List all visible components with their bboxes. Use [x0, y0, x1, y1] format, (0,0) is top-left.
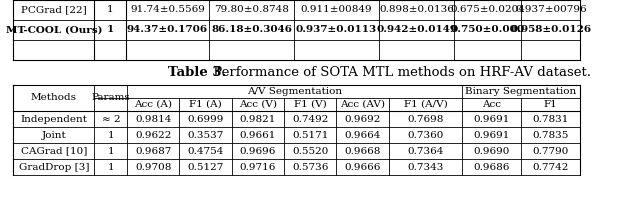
Text: 0.5127: 0.5127 [187, 163, 223, 171]
Text: 0.3537: 0.3537 [187, 130, 223, 140]
Text: 0.7343: 0.7343 [407, 163, 444, 171]
Text: 0.942±0.0149: 0.942±0.0149 [376, 25, 457, 35]
Text: Table 3.: Table 3. [168, 66, 227, 80]
Text: 0.7790: 0.7790 [532, 147, 569, 155]
Text: 0.9687: 0.9687 [135, 147, 172, 155]
Text: Acc: Acc [482, 100, 501, 109]
Text: 0.9814: 0.9814 [135, 114, 172, 124]
Text: 1: 1 [107, 6, 113, 14]
Text: 86.18±0.3046: 86.18±0.3046 [211, 25, 292, 35]
Text: PCGrad [22]: PCGrad [22] [21, 6, 86, 14]
Text: CAGrad [10]: CAGrad [10] [20, 147, 87, 155]
Text: 0.7360: 0.7360 [407, 130, 444, 140]
Text: A/V Segmentation: A/V Segmentation [247, 87, 342, 96]
Text: 1: 1 [108, 163, 114, 171]
Text: Acc (A): Acc (A) [134, 100, 172, 109]
Text: 0.9686: 0.9686 [474, 163, 509, 171]
Text: 0.9716: 0.9716 [240, 163, 276, 171]
Text: 0.7698: 0.7698 [407, 114, 444, 124]
Text: GradDrop [3]: GradDrop [3] [19, 163, 89, 171]
Text: 0.7492: 0.7492 [292, 114, 328, 124]
Text: 0.9691: 0.9691 [474, 130, 509, 140]
Text: 0.898±0.0136: 0.898±0.0136 [379, 6, 454, 14]
Text: 0.9668: 0.9668 [344, 147, 381, 155]
Text: 0.7364: 0.7364 [407, 147, 444, 155]
Text: Acc (V): Acc (V) [239, 100, 277, 109]
Text: 0.911±00849: 0.911±00849 [301, 6, 372, 14]
Text: F1: F1 [544, 100, 557, 109]
Text: Independent: Independent [20, 114, 87, 124]
Text: 94.37±0.1706: 94.37±0.1706 [127, 25, 208, 35]
Text: 1: 1 [108, 147, 114, 155]
Text: 79.80±0.8748: 79.80±0.8748 [214, 6, 289, 14]
Text: Methods: Methods [31, 93, 77, 103]
Text: 0.9690: 0.9690 [474, 147, 509, 155]
Text: F1 (A): F1 (A) [189, 100, 221, 109]
Text: 0.675±0.0204: 0.675±0.0204 [451, 6, 525, 14]
Text: Acc (AV): Acc (AV) [340, 100, 385, 109]
Text: Performance of SOTA MTL methods on HRF-AV dataset.: Performance of SOTA MTL methods on HRF-A… [209, 66, 591, 80]
Text: F1 (V): F1 (V) [294, 100, 326, 109]
Text: 0.9666: 0.9666 [344, 163, 381, 171]
Text: 0.9708: 0.9708 [135, 163, 172, 171]
Text: F1 (A/V): F1 (A/V) [404, 100, 447, 109]
Text: ≈ 2: ≈ 2 [102, 114, 120, 124]
Text: 0.750±0.000: 0.750±0.000 [451, 25, 525, 35]
Text: 0.937±0.0113: 0.937±0.0113 [296, 25, 377, 35]
Text: 0.9664: 0.9664 [344, 130, 381, 140]
Text: 1: 1 [106, 25, 113, 35]
Text: 0.9696: 0.9696 [240, 147, 276, 155]
Text: 0.9691: 0.9691 [474, 114, 509, 124]
Text: 0.9692: 0.9692 [344, 114, 381, 124]
Text: 1: 1 [108, 130, 114, 140]
Text: 0.9622: 0.9622 [135, 130, 172, 140]
Text: 0.7831: 0.7831 [532, 114, 569, 124]
Text: 0.9661: 0.9661 [240, 130, 276, 140]
Text: MT-COOL (Ours): MT-COOL (Ours) [6, 25, 102, 35]
Text: 0.5736: 0.5736 [292, 163, 328, 171]
Text: 0.6999: 0.6999 [187, 114, 223, 124]
Text: 0.7835: 0.7835 [532, 130, 569, 140]
Text: 0.7742: 0.7742 [532, 163, 569, 171]
Text: Joint: Joint [42, 130, 66, 140]
Text: 0.4754: 0.4754 [187, 147, 223, 155]
Text: 0.5171: 0.5171 [292, 130, 328, 140]
Text: 91.74±0.5569: 91.74±0.5569 [130, 6, 205, 14]
Text: 0.5520: 0.5520 [292, 147, 328, 155]
Text: 0.937±00796: 0.937±00796 [515, 6, 587, 14]
Text: 0.9821: 0.9821 [240, 114, 276, 124]
Text: Binary Segmentation: Binary Segmentation [465, 87, 577, 96]
Text: Params: Params [92, 93, 130, 103]
Text: 0.958±0.0126: 0.958±0.0126 [510, 25, 591, 35]
